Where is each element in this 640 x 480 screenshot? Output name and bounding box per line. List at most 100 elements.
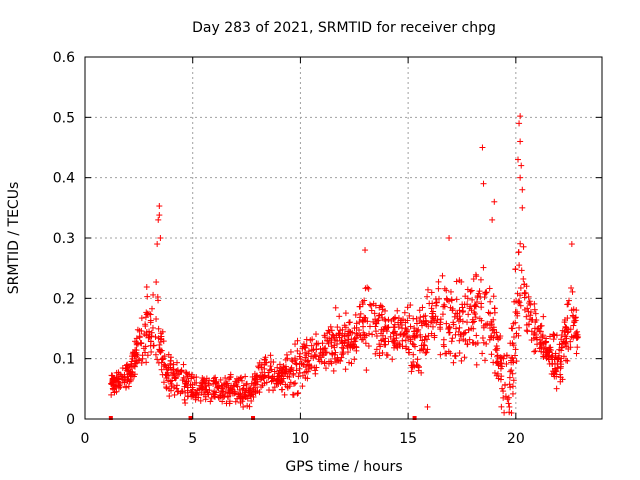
data-point bbox=[150, 291, 157, 298]
data-point bbox=[410, 358, 417, 365]
data-point bbox=[188, 375, 195, 382]
y-tick-label: 0.1 bbox=[53, 352, 75, 368]
data-point bbox=[383, 351, 390, 358]
data-point bbox=[263, 359, 270, 366]
data-point bbox=[416, 307, 423, 314]
data-point bbox=[516, 299, 523, 306]
data-point bbox=[181, 383, 188, 390]
data-point bbox=[207, 398, 214, 405]
data-point bbox=[362, 285, 369, 292]
data-point bbox=[568, 241, 575, 248]
data-point bbox=[489, 216, 496, 223]
data-point bbox=[258, 361, 265, 368]
data-point bbox=[114, 374, 121, 381]
data-point bbox=[170, 366, 177, 373]
data-point bbox=[189, 384, 196, 391]
data-point bbox=[254, 374, 261, 381]
data-point bbox=[362, 340, 369, 347]
data-point bbox=[510, 377, 517, 384]
data-point bbox=[456, 277, 463, 284]
data-point bbox=[363, 367, 370, 374]
data-point bbox=[157, 235, 164, 241]
data-point bbox=[531, 325, 538, 332]
data-point bbox=[516, 324, 523, 331]
data-point bbox=[395, 323, 402, 330]
data-point bbox=[311, 352, 318, 359]
data-point bbox=[352, 311, 359, 318]
data-point bbox=[232, 378, 239, 385]
data-point bbox=[517, 292, 524, 299]
data-point bbox=[514, 156, 521, 163]
data-point bbox=[445, 348, 452, 355]
data-point bbox=[417, 331, 424, 338]
data-point bbox=[399, 316, 406, 323]
data-point bbox=[248, 391, 255, 398]
data-point bbox=[498, 403, 505, 410]
data-point bbox=[274, 376, 281, 383]
data-point bbox=[521, 306, 528, 313]
data-point bbox=[365, 343, 372, 350]
data-point bbox=[547, 344, 554, 351]
data-point bbox=[343, 342, 350, 349]
data-point bbox=[290, 380, 297, 387]
data-point bbox=[518, 267, 525, 274]
data-point bbox=[357, 310, 364, 317]
data-point bbox=[189, 391, 196, 398]
data-point bbox=[442, 350, 449, 357]
data-point bbox=[287, 348, 294, 355]
data-point bbox=[136, 333, 143, 340]
data-point bbox=[376, 350, 383, 357]
data-point bbox=[376, 341, 383, 348]
data-point bbox=[479, 144, 486, 151]
data-point bbox=[557, 371, 564, 378]
data-point bbox=[133, 349, 140, 356]
x-tick-label: 15 bbox=[399, 431, 417, 447]
data-point bbox=[508, 409, 515, 416]
data-point bbox=[505, 394, 512, 401]
data-point bbox=[135, 340, 142, 347]
data-point bbox=[574, 344, 581, 351]
data-point bbox=[144, 310, 151, 317]
data-point bbox=[220, 394, 227, 401]
data-point bbox=[419, 322, 426, 329]
data-point bbox=[240, 395, 247, 402]
data-point bbox=[293, 367, 300, 374]
data-point bbox=[215, 383, 222, 390]
data-point bbox=[292, 380, 299, 387]
data-point bbox=[490, 293, 497, 300]
data-point bbox=[242, 388, 249, 395]
data-point bbox=[462, 337, 469, 344]
data-point bbox=[204, 389, 211, 396]
data-point bbox=[152, 333, 159, 340]
data-point bbox=[526, 300, 533, 307]
data-point bbox=[295, 390, 302, 397]
data-point bbox=[452, 310, 459, 317]
data-point bbox=[327, 323, 334, 330]
data-point bbox=[445, 324, 452, 331]
data-point bbox=[188, 388, 195, 395]
data-point bbox=[163, 371, 170, 378]
data-point bbox=[534, 341, 541, 348]
data-point bbox=[569, 288, 576, 295]
data-point bbox=[377, 302, 384, 309]
data-point bbox=[322, 334, 329, 341]
data-point bbox=[551, 332, 558, 339]
data-point bbox=[562, 324, 569, 331]
data-point bbox=[550, 336, 557, 343]
data-point bbox=[348, 341, 355, 348]
data-point bbox=[198, 389, 205, 396]
data-point bbox=[561, 316, 568, 323]
data-point bbox=[567, 338, 574, 345]
data-point bbox=[479, 335, 486, 342]
data-point bbox=[372, 328, 379, 335]
data-point bbox=[235, 391, 242, 398]
data-point bbox=[390, 335, 397, 342]
data-point bbox=[459, 304, 466, 311]
data-point bbox=[447, 288, 454, 295]
data-point bbox=[456, 324, 463, 331]
data-point bbox=[149, 324, 156, 331]
data-point bbox=[399, 337, 406, 344]
data-point bbox=[573, 350, 580, 357]
data-point bbox=[441, 303, 448, 310]
data-point bbox=[160, 355, 167, 362]
